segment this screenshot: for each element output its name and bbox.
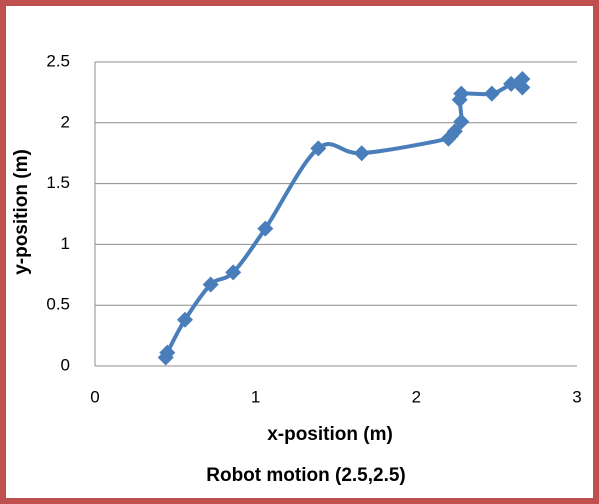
marker bbox=[225, 264, 242, 281]
marker bbox=[483, 85, 500, 102]
marker bbox=[310, 140, 327, 157]
x-tick-label: 0 bbox=[90, 387, 99, 406]
marker bbox=[514, 71, 531, 88]
y-tick-label: 1.5 bbox=[46, 173, 70, 192]
marker bbox=[446, 123, 463, 140]
x-axis-label: x-position (m) bbox=[267, 424, 393, 445]
marker bbox=[176, 311, 193, 328]
marker bbox=[159, 344, 176, 361]
y-axis-label: y-position (m) bbox=[11, 149, 32, 275]
y-tick-label: 1 bbox=[61, 234, 70, 253]
x-tick-label: 1 bbox=[251, 387, 260, 406]
marker bbox=[353, 145, 370, 162]
marker bbox=[257, 220, 274, 237]
y-tick-label: 2.5 bbox=[46, 51, 70, 70]
chart-title: Robot motion (2.5,2.5) bbox=[206, 465, 406, 486]
marker bbox=[202, 276, 219, 293]
marker bbox=[514, 79, 531, 96]
y-tick-label: 2 bbox=[61, 112, 70, 131]
y-tick-label: 0 bbox=[61, 355, 70, 374]
x-tick-label: 2 bbox=[412, 387, 421, 406]
x-tick-label: 3 bbox=[572, 387, 581, 406]
y-tick-label: 0.5 bbox=[46, 295, 70, 314]
marker bbox=[453, 85, 470, 102]
marker bbox=[453, 113, 470, 130]
